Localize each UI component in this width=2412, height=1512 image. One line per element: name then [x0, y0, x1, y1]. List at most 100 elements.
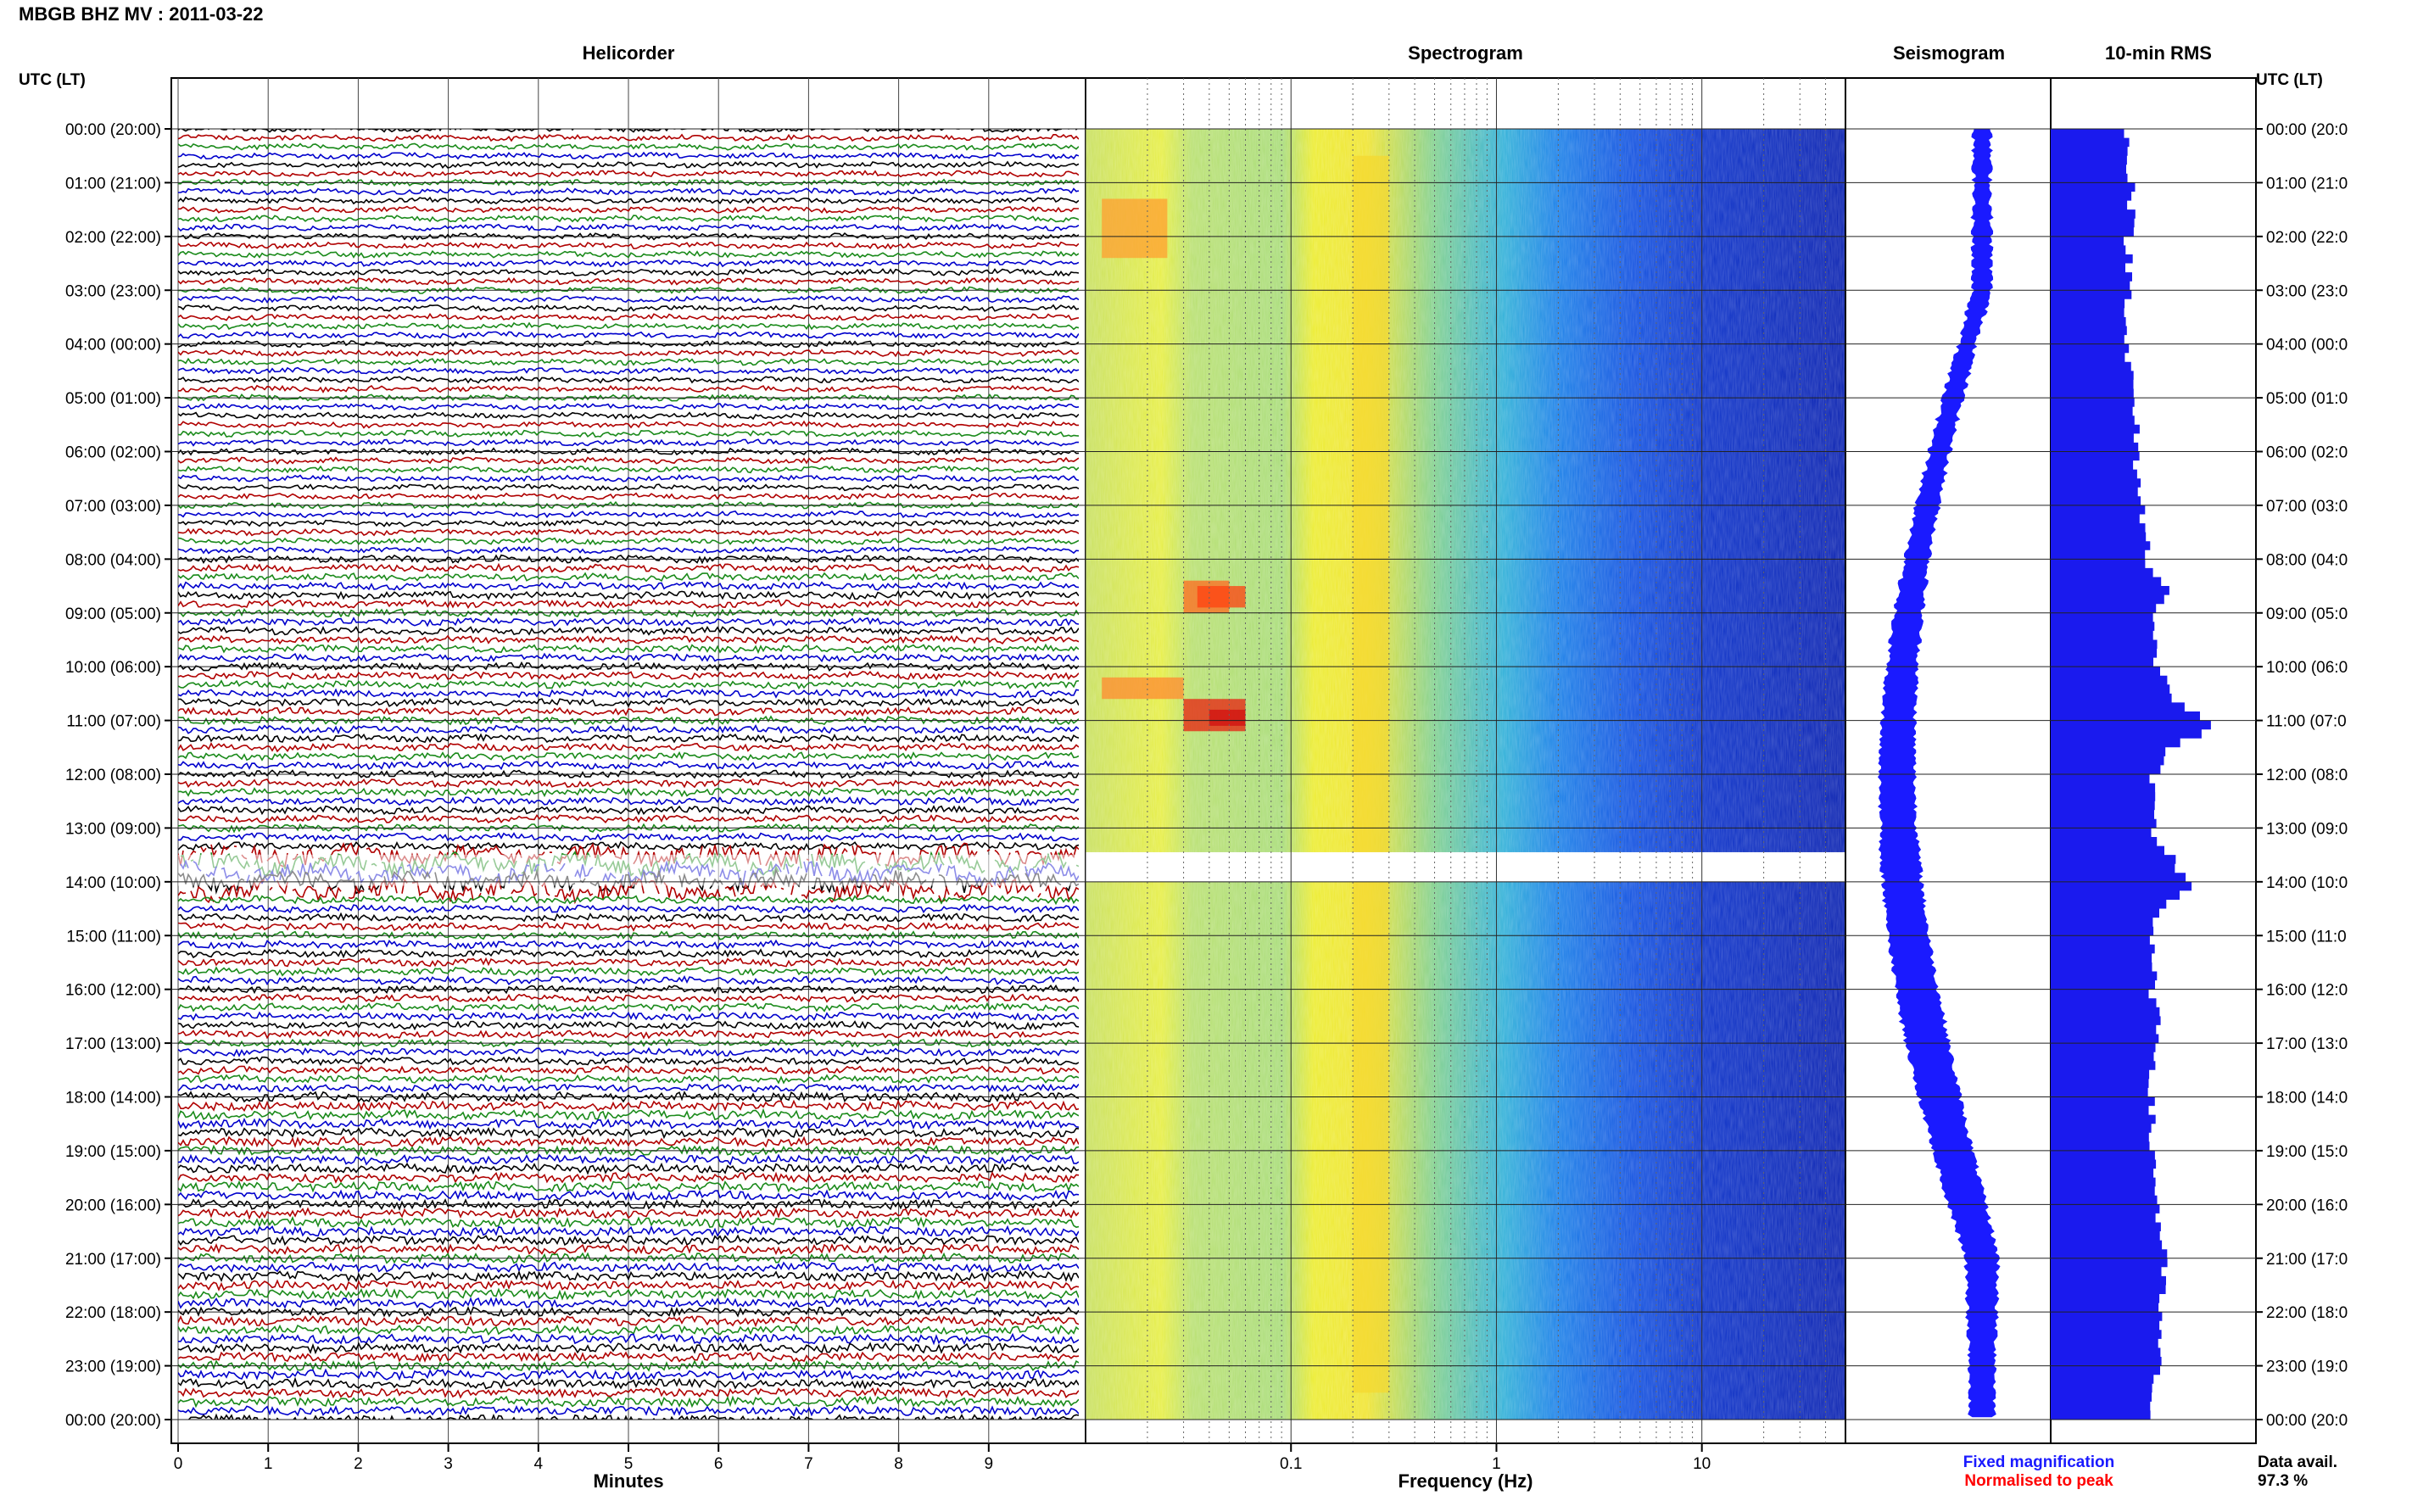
helicorder-trace [178, 456, 1079, 466]
frequency-tick-label: 0.1 [1280, 1455, 1302, 1473]
hour-gridlines [165, 128, 2263, 1420]
hour-label-right: 10:00 (06:0 [2266, 659, 2348, 677]
frequency-tick-label: 10 [1693, 1455, 1711, 1473]
hour-label-right: 14:00 (10:0 [2266, 874, 2348, 892]
helicorder-trace [178, 670, 1079, 682]
helicorder-trace [178, 1261, 1079, 1274]
right-time-axis-label: UTC (LT) [2256, 71, 2323, 89]
helicorder-trace [178, 1056, 1079, 1067]
helicorder-trace [178, 232, 1079, 241]
helicorder-trace [178, 1083, 1079, 1093]
helicorder-trace [178, 133, 1079, 142]
panel-title-helicorder: Helicorder [583, 42, 675, 64]
helicorder-trace [178, 921, 1079, 933]
helicorder-trace [178, 1135, 1079, 1149]
helicorder-trace [178, 1242, 1079, 1256]
hour-label-right: 04:00 (00:0 [2266, 337, 2348, 354]
seismogram-frame [1845, 77, 2052, 1444]
helicorder-trace [178, 823, 1079, 834]
helicorder-trace [178, 411, 1079, 421]
helicorder-trace [178, 1038, 1079, 1048]
hour-label-left: 01:00 (21:00) [65, 175, 161, 192]
minutes-tick-label: 6 [714, 1455, 723, 1473]
helicorder-trace [178, 1001, 1079, 1013]
helicorder-trace [178, 750, 1079, 762]
helicorder-trace [178, 519, 1079, 527]
hour-label-left: 06:00 (02:00) [65, 444, 161, 462]
panel-title-spectrogram: Spectrogram [1408, 42, 1523, 64]
helicorder-trace [178, 1189, 1079, 1202]
hour-label-left: 20:00 (16:00) [65, 1197, 161, 1214]
legend-normalised-to-peak: Normalised to peak [1964, 1472, 2113, 1490]
hour-label-right: 02:00 (22:0 [2266, 229, 2348, 247]
helicorder-trace [178, 1153, 1079, 1166]
helicorder-trace [178, 1306, 1079, 1318]
hour-label-right: 18:00 (14:0 [2266, 1090, 2348, 1107]
helicorder-trace [178, 1074, 1079, 1085]
hour-label-right: 01:00 (21:0 [2266, 175, 2348, 192]
helicorder-trace [178, 795, 1079, 806]
hour-label-left: 00:00 (20:00) [65, 121, 161, 139]
helicorder-trace [178, 304, 1079, 312]
helicorder-trace [178, 1225, 1079, 1238]
helicorder-trace [178, 1019, 1079, 1031]
hour-label-right: 19:00 (15:0 [2266, 1143, 2348, 1161]
hour-label-left: 16:00 (12:00) [65, 982, 161, 1000]
hour-label-right: 13:00 (09:0 [2266, 820, 2348, 838]
hour-label-left: 17:00 (13:00) [65, 1035, 161, 1053]
helicorder-trace [178, 1198, 1079, 1211]
helicorder-trace [178, 393, 1079, 402]
helicorder-trace [178, 912, 1079, 923]
hour-label-right: 03:00 (23:0 [2266, 282, 2348, 300]
helicorder-trace [178, 930, 1079, 941]
helicorder-trace [178, 241, 1079, 250]
helicorder-trace [178, 1064, 1079, 1075]
helicorder-trace [178, 402, 1079, 411]
helicorder-trace [178, 510, 1079, 519]
spectrogram-data-gap [1086, 851, 1845, 882]
spectrogram-panel [1085, 77, 1846, 1444]
hour-label-right: 12:00 (08:0 [2266, 767, 2348, 784]
helicorder-trace [178, 340, 1079, 349]
helicorder-trace [178, 805, 1079, 816]
helicorder-trace [178, 1126, 1079, 1140]
hour-label-right: 05:00 (01:0 [2266, 390, 2348, 408]
helicorder-trace [178, 706, 1079, 717]
helicorder-trace [178, 1046, 1079, 1057]
helicorder-trace [178, 492, 1079, 501]
hour-label-right: 11:00 (07:0 [2266, 713, 2347, 731]
helicorder-trace [178, 259, 1079, 268]
helicorder-trace [178, 366, 1079, 376]
frequency-tick-label: 1 [1492, 1455, 1501, 1473]
hour-label-right: 00:00 (20:0 [2266, 121, 2348, 139]
hour-label-left: 19:00 (15:00) [65, 1143, 161, 1161]
hour-label-right: 22:00 (18:0 [2266, 1304, 2348, 1322]
helicorder-trace [178, 1395, 1079, 1409]
hour-labels-right: 00:00 (20:0 01:00 (21:0 02:00 (22:0 03:00 (… [2266, 121, 2348, 1430]
helicorder-trace [178, 160, 1079, 170]
helicorder-trace [178, 1029, 1079, 1040]
helicorder-trace [178, 142, 1079, 151]
hour-label-left: 10:00 (06:00) [65, 659, 161, 677]
hour-label-left: 12:00 (08:00) [65, 767, 161, 784]
helicorder-trace [178, 787, 1079, 798]
helicorder-trace [178, 813, 1079, 824]
helicorder-trace [178, 895, 1079, 906]
spectrogram-energy-patch [1102, 677, 1184, 700]
hour-label-right: 07:00 (03:0 [2266, 498, 2348, 516]
hour-label-left: 07:00 (03:00) [65, 498, 161, 516]
helicorder-trace [178, 331, 1079, 339]
helicorder-trace [178, 589, 1079, 600]
helicorder-trace [178, 500, 1079, 510]
helicorder-trace [178, 196, 1079, 205]
hour-label-right: 23:00 (19:0 [2266, 1359, 2348, 1376]
helicorder-trace [178, 832, 1079, 842]
legend-fixed-magnification: Fixed magnification [1963, 1453, 2114, 1471]
hour-label-right: 21:00 (17:0 [2266, 1251, 2348, 1269]
hour-label-left: 00:00 (20:00) [65, 1412, 161, 1430]
helicorder-trace [178, 187, 1079, 196]
helicorder-trace [178, 1368, 1079, 1381]
helicorder-trace [178, 429, 1079, 438]
helicorder-trace [178, 321, 1079, 331]
